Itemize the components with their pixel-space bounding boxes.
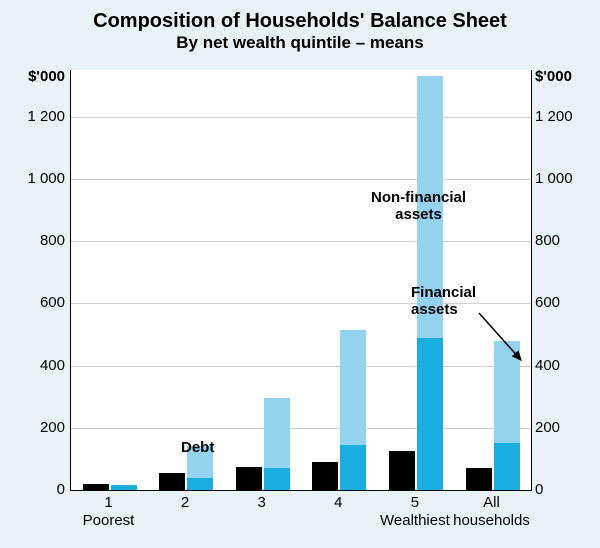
chart-container: Composition of Households' Balance Sheet… bbox=[0, 0, 600, 548]
ytick-right: 800 bbox=[535, 232, 560, 249]
bar-financial bbox=[187, 478, 213, 490]
annotation-fin: Financialassets bbox=[411, 285, 476, 318]
chart-subtitle: By net wealth quintile – means bbox=[0, 33, 600, 53]
bar-nonfinancial bbox=[264, 398, 290, 468]
chart-title: Composition of Households' Balance Sheet bbox=[0, 0, 600, 33]
bar-nonfinancial bbox=[340, 330, 366, 445]
ytick-left: 1 000 bbox=[27, 170, 65, 187]
xtick: 2 bbox=[145, 494, 225, 511]
xtick-sub: Poorest bbox=[59, 512, 159, 529]
bar-debt bbox=[83, 484, 109, 490]
bar-debt bbox=[159, 473, 185, 490]
xtick: 5 bbox=[375, 494, 455, 511]
y-axis-unit-right: $'000 bbox=[535, 68, 572, 85]
annotation-nonfin: Non-financialassets bbox=[371, 190, 466, 223]
gridline bbox=[71, 241, 531, 242]
bar-debt bbox=[466, 468, 492, 490]
plot-area: Debt Non-financialassets Financialassets bbox=[70, 70, 532, 491]
annotation-debt: Debt bbox=[181, 440, 214, 457]
bar-financial bbox=[417, 338, 443, 490]
xtick: 3 bbox=[222, 494, 302, 511]
y-axis-unit-left: $'000 bbox=[28, 68, 65, 85]
ytick-right: 200 bbox=[535, 419, 560, 436]
ytick-right: 0 bbox=[535, 481, 543, 498]
bar-debt bbox=[389, 451, 415, 490]
ytick-left: 200 bbox=[40, 419, 65, 436]
bar-debt bbox=[236, 467, 262, 490]
ytick-left: 1 200 bbox=[27, 108, 65, 125]
ytick-left: 400 bbox=[40, 357, 65, 374]
bar-debt bbox=[312, 462, 338, 490]
ytick-right: 1 000 bbox=[535, 170, 573, 187]
ytick-left: 0 bbox=[57, 481, 65, 498]
bar-financial bbox=[340, 445, 366, 490]
bar-financial bbox=[264, 468, 290, 490]
ytick-right: 400 bbox=[535, 357, 560, 374]
gridline bbox=[71, 366, 531, 367]
ytick-left: 600 bbox=[40, 294, 65, 311]
xtick: 4 bbox=[298, 494, 378, 511]
ytick-right: 1 200 bbox=[535, 108, 573, 125]
gridline bbox=[71, 117, 531, 118]
bar-financial bbox=[494, 443, 520, 490]
bar-nonfinancial bbox=[494, 341, 520, 444]
gridline bbox=[71, 179, 531, 180]
xtick-sub: households bbox=[442, 512, 542, 529]
ytick-left: 800 bbox=[40, 232, 65, 249]
bar-financial bbox=[111, 485, 137, 490]
gridline bbox=[71, 428, 531, 429]
xtick: All bbox=[452, 494, 532, 511]
ytick-right: 600 bbox=[535, 294, 560, 311]
xtick: 1 bbox=[69, 494, 149, 511]
